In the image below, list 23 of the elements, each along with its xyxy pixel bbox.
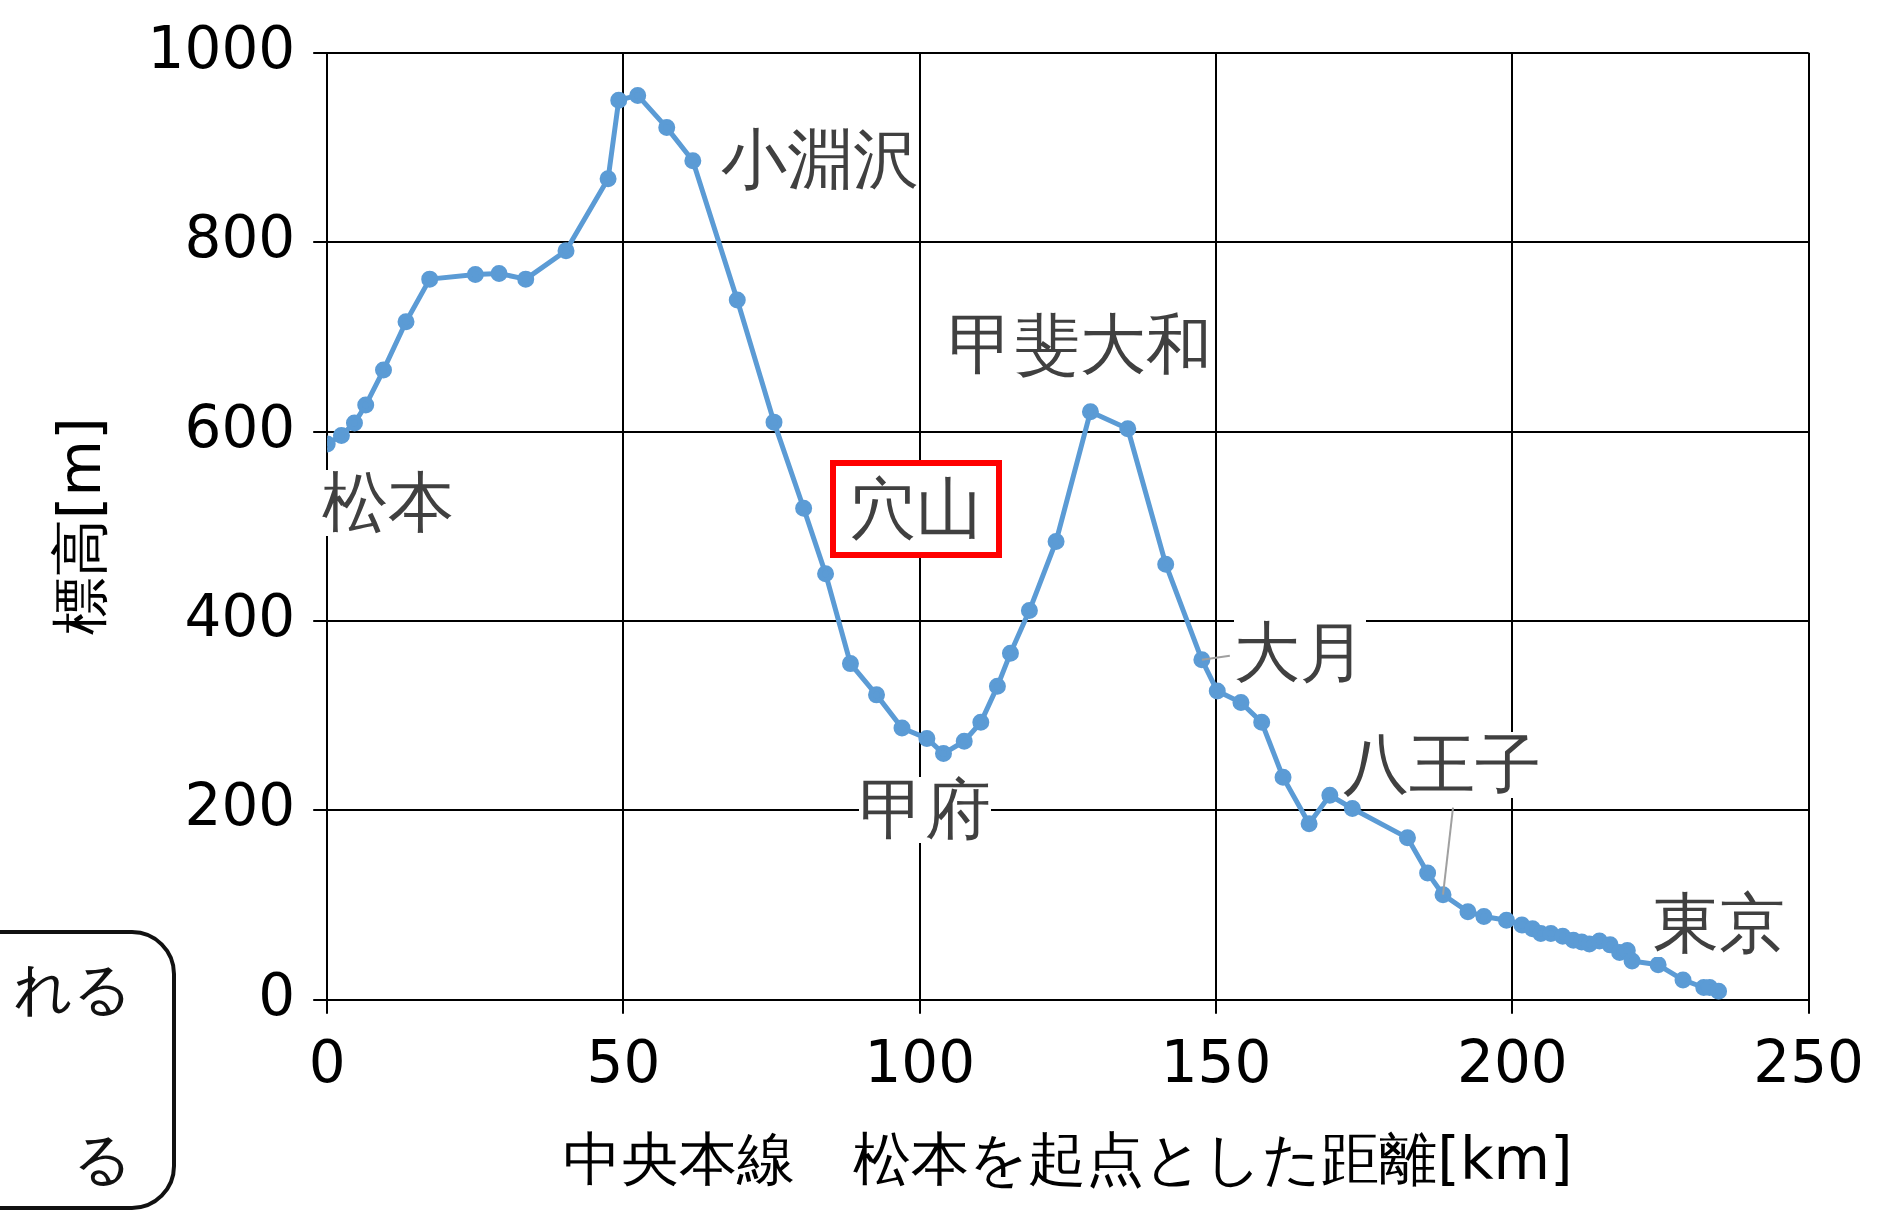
y-tick-label: 0: [258, 960, 296, 1029]
y-axis-title: 標高[m]: [45, 417, 114, 636]
x-tick-label: 50: [586, 1027, 661, 1096]
x-tick-label: 150: [1160, 1027, 1272, 1096]
annotation: 八王子: [1343, 725, 1542, 803]
x-tick-label: 100: [864, 1027, 976, 1096]
x-tick-label: 200: [1457, 1027, 1568, 1096]
y-tick-label: 800: [184, 203, 296, 272]
annotation: 穴山: [829, 460, 1002, 559]
annotation: 松本: [322, 463, 455, 541]
annotation: 甲斐大和: [948, 305, 1213, 383]
y-tick-label: 200: [184, 771, 296, 840]
x-axis-title: 中央本線 松本を起点とした距離[km]: [563, 1125, 1573, 1194]
y-tick-label: 1000: [147, 13, 296, 82]
annotation: 大月: [1233, 613, 1366, 691]
annotation: 甲府: [859, 770, 992, 848]
callout-box: れる る: [0, 930, 176, 1210]
annotation: 東京: [1652, 885, 1785, 963]
y-tick-label: 400: [184, 582, 296, 651]
annotation: 小淵沢: [720, 120, 919, 198]
x-tick-label: 250: [1753, 1027, 1865, 1096]
x-tick-label: 0: [308, 1027, 346, 1096]
y-tick-label: 600: [184, 392, 296, 461]
